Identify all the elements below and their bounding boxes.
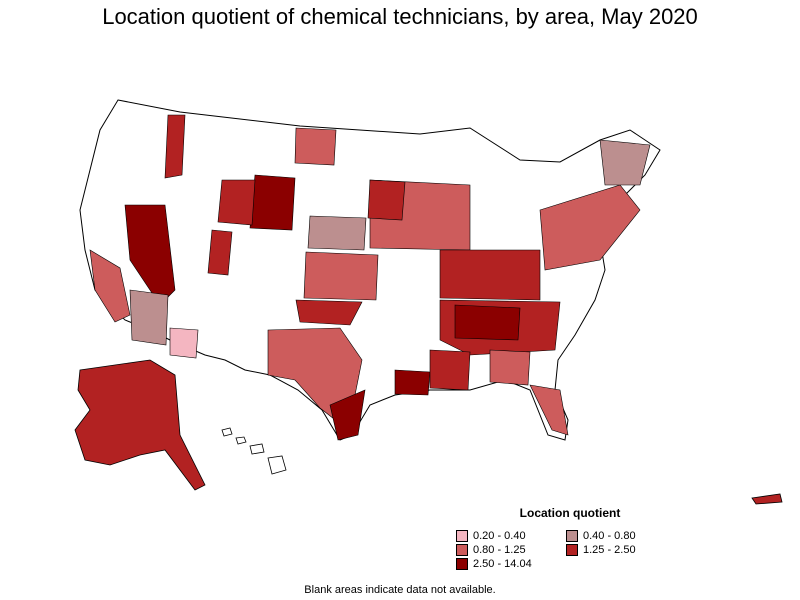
legend-swatch bbox=[456, 558, 468, 570]
map-legend: Location quotient 0.20 - 0.40 0.40 - 0.8… bbox=[440, 506, 690, 570]
wisconsin-region bbox=[367, 179, 406, 221]
puerto-rico-region bbox=[751, 493, 783, 505]
footnote: Blank areas indicate data not available. bbox=[304, 584, 496, 596]
ohio-valley-region bbox=[439, 249, 541, 301]
legend-label: 0.40 - 0.80 bbox=[583, 530, 636, 542]
legend-item: 0.40 - 0.80 bbox=[566, 530, 676, 542]
legend-swatch bbox=[566, 530, 578, 542]
colorado-region bbox=[217, 179, 256, 226]
louisiana-region bbox=[394, 369, 431, 396]
nebraska-region bbox=[307, 215, 367, 251]
us-choropleth-map bbox=[74, 99, 783, 505]
arizona-pink-region bbox=[169, 327, 199, 359]
florida-region bbox=[529, 384, 569, 436]
texas-gulf-region bbox=[329, 389, 366, 441]
legend-item: 0.20 - 0.40 bbox=[456, 530, 566, 542]
map-regions bbox=[89, 114, 651, 441]
legend-swatch bbox=[456, 530, 468, 542]
new-england-region bbox=[599, 139, 651, 186]
legend-item: 0.80 - 1.25 bbox=[456, 544, 566, 556]
california-region bbox=[89, 249, 131, 323]
legend-item: 1.25 - 2.50 bbox=[566, 544, 676, 556]
kansas-region bbox=[303, 251, 379, 301]
arizona-region bbox=[129, 289, 169, 346]
map-title: Location quotient of chemical technician… bbox=[102, 4, 698, 29]
wyoming-region bbox=[249, 174, 296, 231]
utah-region bbox=[207, 229, 233, 276]
oklahoma-region bbox=[295, 299, 363, 326]
georgia-region bbox=[489, 349, 531, 386]
tennessee-region bbox=[454, 304, 521, 341]
northeast-region bbox=[539, 184, 641, 271]
legend-label: 1.25 - 2.50 bbox=[583, 544, 636, 556]
mississippi-region bbox=[429, 349, 471, 391]
legend-label: 0.80 - 1.25 bbox=[473, 544, 526, 556]
idaho-region bbox=[164, 114, 186, 179]
north-dakota-region bbox=[294, 127, 337, 166]
legend-label: 0.20 - 0.40 bbox=[473, 530, 526, 542]
legend-swatch bbox=[456, 544, 468, 556]
legend-title: Location quotient bbox=[519, 506, 621, 520]
legend-item: 2.50 - 14.04 bbox=[456, 558, 566, 570]
alaska-region bbox=[74, 359, 206, 491]
legend-swatch bbox=[566, 544, 578, 556]
hawaii-islands bbox=[221, 427, 287, 475]
legend-label: 2.50 - 14.04 bbox=[473, 558, 532, 570]
legend-grid: 0.20 - 0.40 0.40 - 0.80 0.80 - 1.25 1.25… bbox=[456, 530, 690, 570]
